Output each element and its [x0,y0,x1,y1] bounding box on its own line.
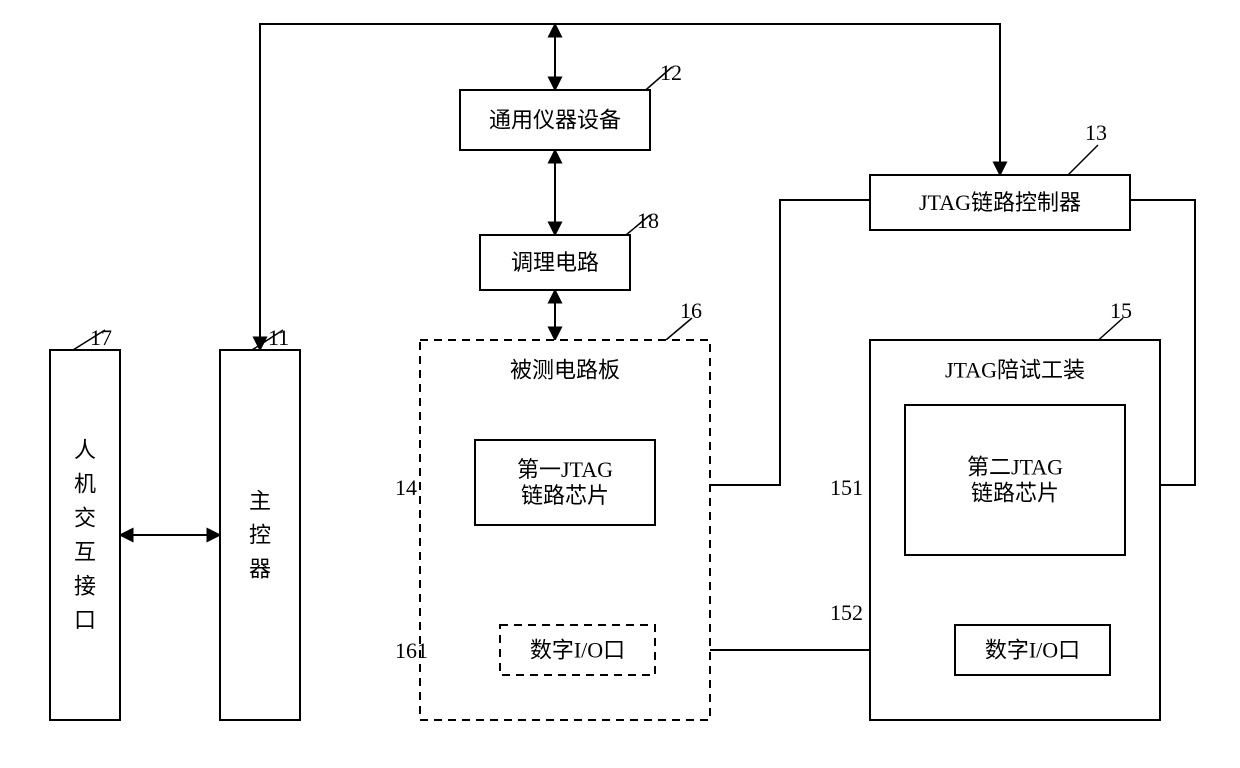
ref-fixture: 15 [1110,298,1132,323]
ref-chip2: 151 [830,475,863,500]
label-hmi: 互 [74,540,96,565]
ref-instr: 12 [660,60,682,85]
label-hmi: 接 [74,574,96,599]
node-jctrl: JTAG链路控制器 [870,175,1130,230]
title-dut: 被测电路板 [510,358,620,383]
label-hmi: 机 [74,472,96,497]
node-dio1: 数字I/O口 [500,625,655,675]
node-dio2: 数字I/O口 [955,625,1110,675]
label-cond: 调理电路 [511,250,599,275]
ref-dio1: 161 [395,638,428,663]
node-main: 主控器 [220,350,300,720]
label-main: 控 [249,523,271,548]
node-instr: 通用仪器设备 [460,90,650,150]
ref-hmi: 17 [90,325,112,350]
label-chip2: 链路芯片 [971,481,1059,506]
label-instr: 通用仪器设备 [489,108,621,133]
label-jctrl: JTAG链路控制器 [919,190,1081,215]
ref-chip1: 14 [395,475,417,500]
label-chip1: 链路芯片 [521,483,609,508]
label-hmi: 人 [74,438,96,463]
node-hmi: 人机交互接口 [50,350,120,720]
title-fixture: JTAG陪试工装 [945,358,1085,383]
ref-jctrl: 13 [1085,120,1107,145]
label-chip2: 第二JTAG [967,455,1063,480]
label-dio2: 数字I/O口 [985,638,1080,663]
label-main: 主 [249,489,271,514]
ref-main: 11 [268,325,289,350]
node-chip1: 第一JTAG链路芯片 [475,440,655,525]
ref-dut: 16 [680,298,702,323]
node-cond: 调理电路 [480,235,630,290]
label-hmi: 口 [74,608,96,633]
node-chip2: 第二JTAG链路芯片 [905,405,1125,555]
label-hmi: 交 [74,506,96,531]
label-main: 器 [249,557,271,582]
label-chip1: 第一JTAG [517,457,613,482]
label-dio1: 数字I/O口 [530,638,625,663]
ref-cond: 18 [637,208,659,233]
ref-dio2: 152 [830,600,863,625]
